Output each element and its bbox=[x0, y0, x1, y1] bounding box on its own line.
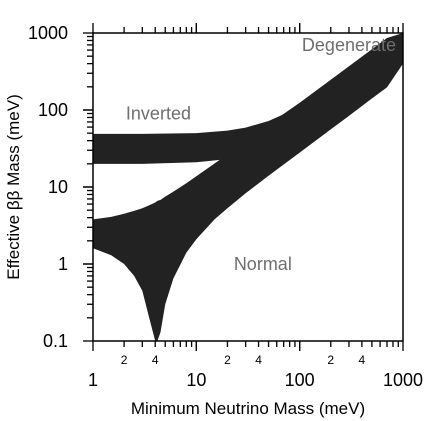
x-minor-tick-label: 2 bbox=[224, 353, 231, 367]
band-normal bbox=[93, 33, 403, 341]
annotation-normal: Normal bbox=[234, 254, 292, 274]
x-tick-label: 100 bbox=[285, 370, 315, 390]
x-minor-tick-label: 2 bbox=[121, 353, 128, 367]
x-tick-label: 10 bbox=[186, 370, 206, 390]
x-minor-tick-label: 4 bbox=[359, 353, 366, 367]
y-axis-title: Effective ββ Mass (meV) bbox=[4, 94, 23, 280]
y-tick-label: 10 bbox=[48, 177, 68, 197]
y-ticks: 0.1 1 10 100 1000 bbox=[28, 23, 93, 351]
y-tick-label: 1 bbox=[58, 254, 68, 274]
y-tick-label: 0.1 bbox=[43, 331, 68, 351]
annotations: Degenerate Inverted Normal bbox=[126, 35, 396, 274]
annotation-inverted: Inverted bbox=[126, 104, 191, 124]
x-minor-tick-label: 4 bbox=[152, 353, 159, 367]
y-tick-label: 100 bbox=[38, 100, 68, 120]
y-tick-label: 1000 bbox=[28, 23, 68, 43]
x-tick-label: 1000 bbox=[383, 370, 423, 390]
annotation-degenerate: Degenerate bbox=[302, 35, 396, 55]
x-axis-title: Minimum Neutrino Mass (meV) bbox=[131, 399, 365, 418]
x-minor-tick-label: 2 bbox=[327, 353, 334, 367]
bands bbox=[93, 33, 403, 341]
x-ticks: 1 10 100 1000 2 4 2 4 2 4 bbox=[88, 23, 423, 390]
x-minor-tick-label: 4 bbox=[255, 353, 262, 367]
x-tick-label: 1 bbox=[88, 370, 98, 390]
